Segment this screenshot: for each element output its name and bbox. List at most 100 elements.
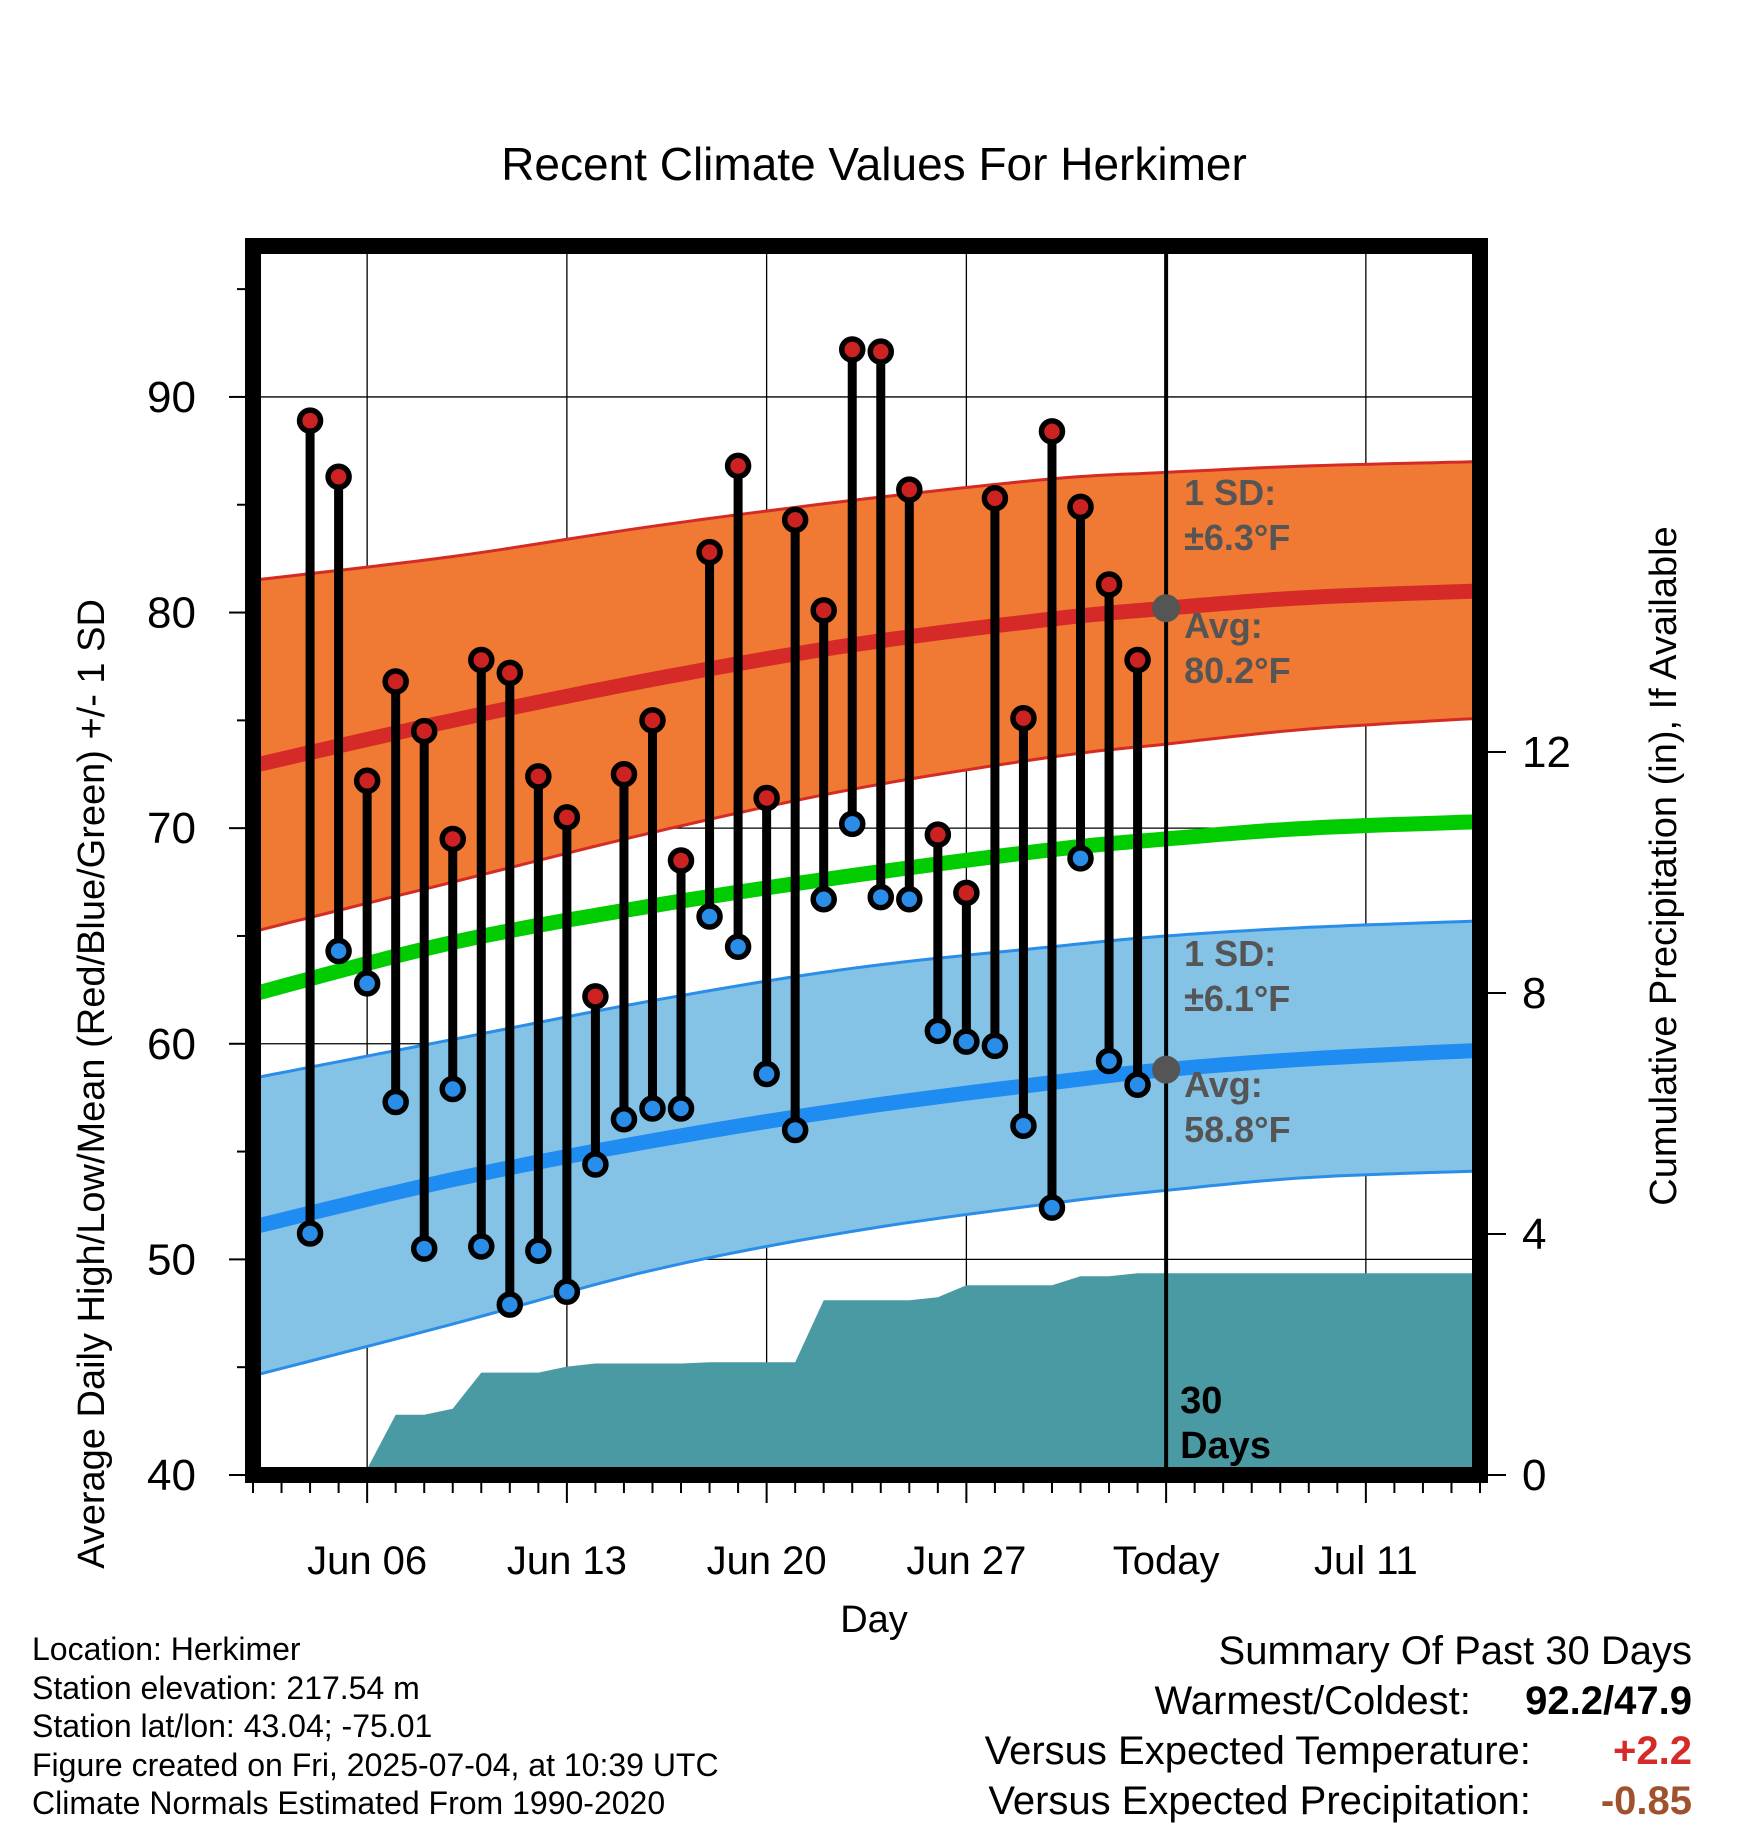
daily-high-point	[1010, 704, 1037, 732]
low-sd-lower-edge	[253, 1169, 1480, 1378]
temp-deviation-label: Versus Expected Temperature:	[984, 1729, 1531, 1773]
daily-low-point	[353, 970, 381, 997]
daily-low-point	[953, 1028, 980, 1055]
x-axis-label: Day	[840, 1599, 908, 1641]
today-low-avg-marker	[1152, 1055, 1181, 1084]
daily-low-point	[667, 1095, 695, 1122]
x-tick-label: Jun 27	[906, 1539, 1026, 1583]
daily-high-point	[582, 983, 609, 1010]
info-elevation: Station elevation: 217.54 m	[32, 1669, 420, 1706]
summary-panel: Summary Of Past 30 Days Warmest/Coldest:…	[985, 1626, 1692, 1826]
daily-low-point	[781, 1116, 809, 1144]
y-tick-label: 70	[147, 804, 196, 853]
daily-high-point	[867, 338, 895, 365]
daily-low-point	[1067, 845, 1094, 872]
annotation-line1: Avg:	[1184, 1064, 1263, 1105]
low-sd-band	[253, 920, 1480, 1376]
daily-low-point	[810, 886, 837, 913]
daily-high-point	[496, 659, 524, 687]
y-tick-label: 60	[147, 1020, 196, 1069]
info-created: Figure created on Fri, 2025-07-04, at 10…	[32, 1746, 719, 1783]
x-tick-label: Jul 11	[1314, 1539, 1418, 1583]
chart-title: Recent Climate Values For Herkimer	[501, 138, 1247, 190]
daily-high-point	[410, 717, 438, 745]
window-label-number: 30	[1180, 1380, 1222, 1422]
daily-low-point	[296, 1220, 324, 1247]
x-tick-label: Today	[1113, 1539, 1220, 1583]
info-location: Location: Herkimer	[32, 1631, 301, 1667]
y2-axis: 0 4 8 12	[1488, 728, 1571, 1500]
daily-low-point	[496, 1291, 524, 1318]
daily-high-point	[468, 646, 495, 674]
daily-high-point	[439, 825, 466, 853]
info-normals: Climate Normals Estimated From 1990-2020	[32, 1785, 666, 1822]
high-sd-upper-edge	[253, 460, 1480, 582]
daily-low-point	[410, 1235, 438, 1262]
x-tick-label: Jun 20	[707, 1539, 827, 1583]
summary-title: Summary Of Past 30 Days	[1218, 1629, 1692, 1673]
annotation-line2: 58.8°F	[1184, 1109, 1290, 1150]
summary-warmest-coldest: Warmest/Coldest: 92.2/47.9	[985, 1676, 1693, 1726]
daily-high-point	[838, 336, 866, 363]
normal-low-line	[253, 1042, 1480, 1235]
daily-high-point	[953, 879, 980, 907]
daily-high-point	[353, 767, 381, 794]
daily-high-point	[610, 761, 638, 788]
daily-low-point	[753, 1060, 780, 1088]
daily-low-point	[525, 1237, 552, 1265]
info-latlon: Station lat/lon: 43.04; -75.01	[32, 1708, 433, 1745]
daily-low-point	[553, 1278, 581, 1305]
annotation-line2: ±6.1°F	[1184, 978, 1290, 1019]
precip-deviation-value: -0.85	[1600, 1779, 1692, 1823]
daily-high-point	[724, 452, 752, 480]
normal-mean-line	[253, 814, 1480, 1002]
daily-stems	[305, 344, 1143, 1310]
y-tick-label: 90	[147, 373, 196, 422]
daily-high-point	[810, 597, 837, 624]
daily-low-point	[838, 810, 866, 838]
daily-high-point	[525, 763, 552, 790]
daily-low-point	[610, 1105, 638, 1133]
summary-temp: Versus Expected Temperature: +2.2	[985, 1726, 1692, 1776]
daily-low-point	[325, 937, 352, 965]
daily-high-point	[1124, 646, 1151, 674]
daily-low-point	[1095, 1047, 1123, 1075]
daily-low-point	[924, 1017, 952, 1045]
daily-low-point	[724, 933, 752, 960]
high-sd-lower-edge	[253, 716, 1480, 934]
precip-deviation-label: Versus Expected Precipitation:	[988, 1779, 1531, 1823]
daily-low-point	[896, 886, 923, 913]
y-axis: 40 50 60 70 80 90	[147, 288, 245, 1500]
warmest-coldest-label: Warmest/Coldest:	[1154, 1679, 1471, 1723]
high-sd-band	[253, 461, 1480, 932]
daily-low-point	[468, 1233, 495, 1260]
daily-high-point	[981, 485, 1009, 512]
normal-high-line	[253, 583, 1480, 773]
annotation-line2: 80.2°F	[1184, 650, 1290, 691]
daily-high-point	[753, 784, 780, 812]
y2-axis-label: Cumulative Precipitation (in), If Availa…	[1643, 526, 1685, 1205]
daily-high-point	[296, 407, 324, 434]
x-tick-label: Jun 13	[507, 1539, 627, 1583]
warmest-coldest-value: 92.2/47.9	[1525, 1679, 1692, 1723]
daily-low-point	[696, 903, 723, 930]
annotation-line1: 1 SD:	[1184, 472, 1276, 513]
annotation-line2: ±6.3°F	[1184, 517, 1290, 558]
y-axis-label: Average Daily High/Low/Mean (Red/Blue/Gr…	[71, 599, 113, 1569]
daily-high-point	[553, 804, 581, 831]
window-label-unit: Days	[1180, 1425, 1271, 1467]
plot-frame	[245, 238, 1488, 1483]
daily-high-point	[382, 668, 409, 695]
daily-low-point	[867, 883, 895, 911]
y2-tick-label: 4	[1522, 1210, 1546, 1259]
y2-tick-label: 12	[1522, 728, 1571, 777]
daily-low-point	[382, 1088, 409, 1116]
daily-low-point	[1010, 1112, 1037, 1139]
today-high-avg-marker	[1152, 594, 1181, 623]
summary-precip: Versus Expected Precipitation: -0.85	[985, 1776, 1692, 1826]
daily-high-point	[1038, 418, 1066, 445]
daily-low-point	[582, 1151, 609, 1178]
